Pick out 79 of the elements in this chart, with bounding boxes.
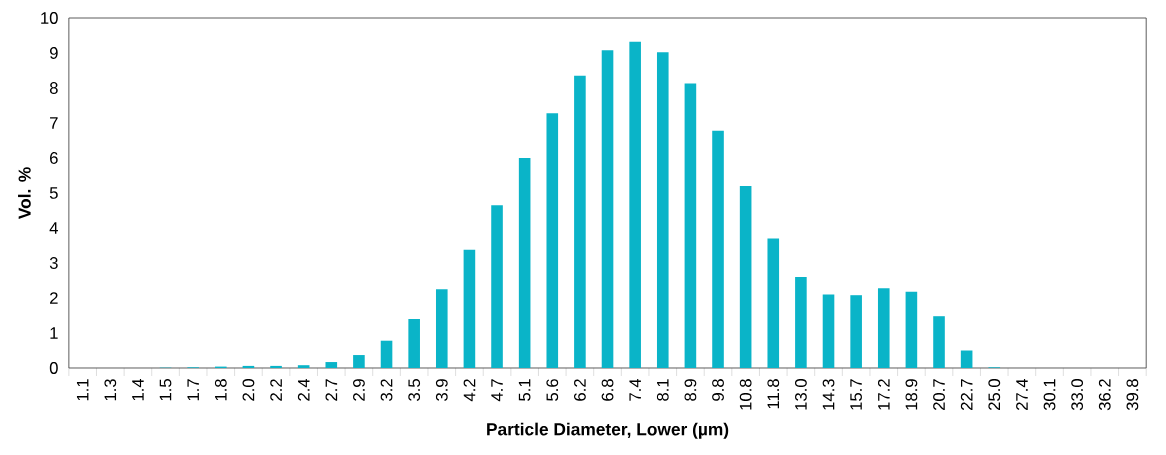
bar <box>463 249 476 368</box>
bar <box>822 294 835 368</box>
bar <box>270 365 282 368</box>
y-tick-label: 2 <box>50 292 58 304</box>
bar <box>905 291 918 368</box>
bar <box>242 365 255 368</box>
x-tick-label: 4.7 <box>491 379 503 402</box>
x-tick-label: 3.5 <box>408 379 421 401</box>
bar <box>877 288 890 368</box>
y-tick-label: 9 <box>49 47 58 59</box>
x-tick-label: 25.0 <box>988 379 1001 410</box>
y-tick-label: 1 <box>50 327 58 339</box>
x-tick-label: 20.7 <box>933 379 945 410</box>
bar <box>380 340 393 368</box>
bar <box>767 238 780 368</box>
x-tick-label: 2.0 <box>242 379 255 401</box>
bar <box>353 355 365 368</box>
x-tick-label: 11.8 <box>767 379 780 409</box>
bar <box>297 365 310 368</box>
bar <box>850 295 862 368</box>
y-axis-title: Vol. % <box>18 167 31 220</box>
x-tick-label: 7.4 <box>629 378 641 401</box>
x-tick-label: 10.8 <box>739 379 752 410</box>
x-tick-label: 15.7 <box>850 379 862 410</box>
y-tick-label: 8 <box>49 82 58 94</box>
y-tick-label: 3 <box>49 257 58 269</box>
bar <box>435 289 448 368</box>
bar <box>933 316 945 368</box>
x-tick-label: 1.5 <box>159 379 172 401</box>
x-tick-label: 2.2 <box>270 379 282 401</box>
y-tick-label: 6 <box>50 152 58 164</box>
bar <box>491 205 503 368</box>
y-tick-label: 10 <box>41 12 58 24</box>
bar <box>325 362 338 368</box>
x-tick-label: 1.7 <box>187 379 199 401</box>
bar <box>546 113 559 368</box>
x-tick-label: 22.7 <box>960 379 973 410</box>
y-tick-label: 4 <box>49 222 58 234</box>
x-tick-label: 27.4 <box>1016 378 1028 410</box>
bar <box>795 277 807 368</box>
bar <box>408 319 420 368</box>
x-tick-label: 6.8 <box>601 379 614 401</box>
x-tick-label: 18.9 <box>905 379 918 410</box>
x-tick-label: 3.9 <box>435 379 448 401</box>
x-axis-title: Particle Diameter, Lower (µm) <box>487 422 729 439</box>
bar <box>518 158 531 368</box>
x-tick-label: 1.4 <box>132 378 144 401</box>
x-tick-label: 36.2 <box>1098 379 1111 411</box>
x-tick-label: 30.1 <box>1043 379 1056 411</box>
bar <box>574 75 586 368</box>
x-tick-label: 14.3 <box>822 379 835 410</box>
x-tick-label: 1.3 <box>104 379 117 401</box>
x-tick-label: 8.1 <box>656 379 669 401</box>
x-tick-label: 5.1 <box>518 379 531 401</box>
x-tick-label: 2.9 <box>353 379 365 401</box>
bar <box>712 130 724 368</box>
x-tick-label: 1.8 <box>214 379 227 401</box>
bar <box>656 52 669 368</box>
x-tick-label: 2.4 <box>297 378 310 401</box>
bar <box>960 350 973 368</box>
x-tick-label: 6.2 <box>574 379 586 401</box>
y-tick-label: 0 <box>49 362 58 374</box>
x-tick-label: 33.0 <box>1071 379 1084 411</box>
x-tick-label: 2.7 <box>325 379 338 401</box>
x-tick-label: 13.0 <box>795 379 807 410</box>
y-tick-label: 5 <box>49 187 58 199</box>
x-tick-label: 39.8 <box>1126 379 1139 411</box>
x-tick-label: 9.8 <box>712 379 724 401</box>
x-tick-label: 4.2 <box>463 379 476 402</box>
x-tick-label: 5.6 <box>546 379 559 401</box>
bar <box>684 83 697 368</box>
y-tick-label: 7 <box>50 117 58 129</box>
x-tick-label: 1.1 <box>76 379 89 401</box>
x-tick-label: 8.9 <box>684 379 697 401</box>
x-tick-label: 3.2 <box>380 379 393 401</box>
bar <box>629 41 641 368</box>
bar <box>601 50 614 368</box>
bar <box>739 186 752 368</box>
x-tick-label: 17.2 <box>877 379 890 410</box>
